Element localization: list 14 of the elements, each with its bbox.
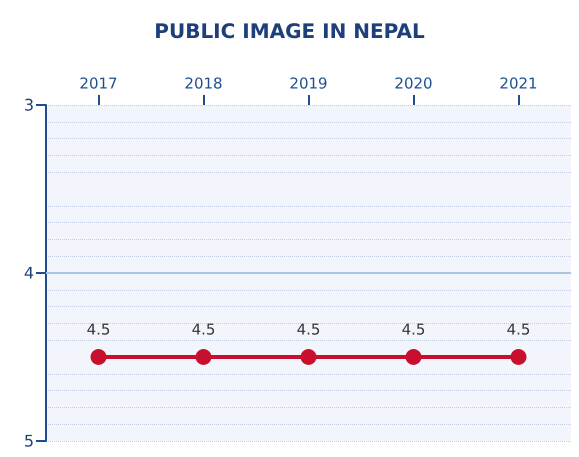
x-tick-label: 2017 <box>79 74 118 92</box>
y-tick-label: 3 <box>24 96 34 114</box>
data-label: 4.5 <box>192 320 216 338</box>
x-tick-label: 2018 <box>184 74 223 92</box>
y-tick-label: 4 <box>24 264 34 282</box>
data-label: 4.5 <box>296 320 320 338</box>
chart-title: PUBLIC IMAGE IN NEPAL <box>154 19 425 43</box>
y-tick-label: 5 <box>24 432 34 450</box>
data-label: 4.5 <box>506 320 530 338</box>
x-tick-label: 2021 <box>499 74 538 92</box>
data-label: 4.5 <box>86 320 110 338</box>
data-label: 4.5 <box>402 320 426 338</box>
x-tick-label: 2020 <box>394 74 433 92</box>
x-tick-label: 2019 <box>289 74 328 92</box>
